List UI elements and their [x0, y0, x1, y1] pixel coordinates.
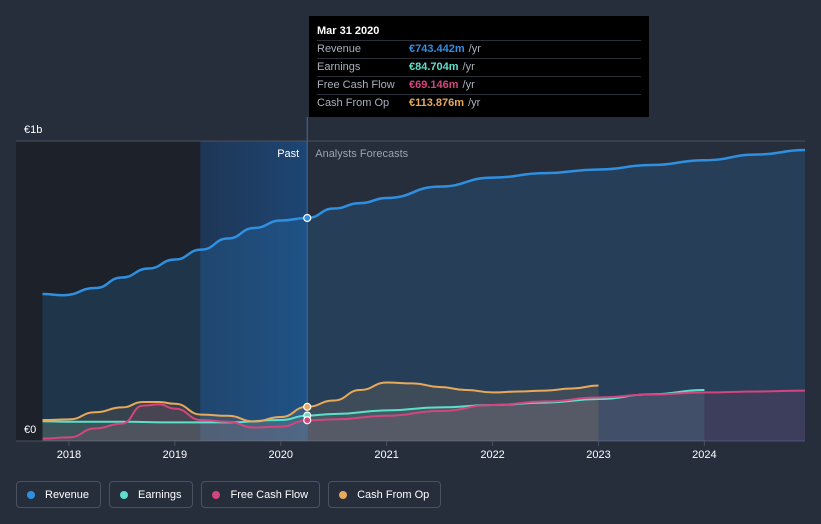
- legend-label: Free Cash Flow: [230, 488, 309, 501]
- line-earnings: [42, 389, 705, 424]
- legend-dot-icon: [212, 490, 221, 499]
- tooltip-row-free-cash-flow: Free Cash Flow €69.146m /yr: [317, 76, 641, 94]
- legend: Revenue Earnings Free Cash Flow Cash Fro…: [16, 481, 442, 508]
- legend-item-cash-from-op[interactable]: Cash From Op: [328, 481, 442, 508]
- tooltip-value: €69.146m: [409, 79, 459, 91]
- legend-item-earnings[interactable]: Earnings: [109, 481, 194, 508]
- x-tick-label: 2020: [269, 449, 293, 461]
- tooltip-row-cash-from-op: Cash From Op €113.876m /yr: [317, 94, 641, 112]
- x-tick-label: 2019: [163, 449, 187, 461]
- legend-item-free-cash-flow[interactable]: Free Cash Flow: [201, 481, 321, 508]
- area-revenue: [42, 150, 805, 441]
- tooltip-row-earnings: Earnings €84.704m /yr: [317, 58, 641, 76]
- area-free-cash-flow: [42, 390, 805, 441]
- x-tick-label: 2018: [57, 449, 81, 461]
- line-free-cash-flow: [42, 389, 806, 440]
- tooltip-label: Revenue: [317, 43, 362, 55]
- legend-dot-icon: [27, 490, 35, 499]
- tooltip-unit: /yr: [462, 61, 475, 73]
- tooltip-markers: [303, 213, 312, 425]
- y-tick-label-top: €1b: [24, 124, 42, 136]
- legend-dot-icon: [339, 490, 348, 499]
- marker-free-cash-flow: [303, 416, 312, 425]
- x-tick-label: 2023: [586, 449, 610, 461]
- marker-revenue: [303, 213, 312, 223]
- tooltip-value: €743.442m: [409, 43, 465, 55]
- legend-dot-icon: [120, 490, 129, 499]
- legend-item-revenue[interactable]: Revenue: [16, 481, 102, 508]
- line-revenue: [42, 148, 806, 297]
- tooltip-unit: /yr: [468, 43, 481, 55]
- tooltip-unit: /yr: [468, 97, 481, 109]
- forecast-label: Analysts Forecasts: [315, 148, 408, 160]
- tooltip-unit: /yr: [462, 79, 475, 91]
- tooltip: Mar 31 2020 Revenue €743.442m /yr Earnin…: [309, 16, 649, 117]
- legend-label: Earnings: [138, 488, 182, 501]
- x-tick-label: 2022: [480, 449, 504, 461]
- tooltip-value: €113.876m: [409, 97, 465, 109]
- tooltip-label: Earnings: [317, 61, 361, 73]
- tooltip-date: Mar 31 2020: [317, 25, 380, 37]
- tooltip-row-revenue: Revenue €743.442m /yr: [317, 40, 641, 58]
- legend-label: Revenue: [45, 488, 90, 501]
- tooltip-label: Cash From Op: [317, 97, 390, 109]
- x-tick-label: 2021: [374, 449, 398, 461]
- past-highlight-band: [200, 141, 308, 441]
- tooltip-value: €84.704m: [409, 61, 459, 73]
- area-cash-from-op: [42, 382, 599, 441]
- past-label: Past: [277, 148, 299, 160]
- x-tick-label: 2024: [692, 449, 716, 461]
- legend-label: Cash From Op: [357, 488, 430, 501]
- marker-cash-from-op: [303, 402, 312, 411]
- x-axis-ticks: 2018 2019 2020 2021 2022 2023 2024: [57, 441, 717, 461]
- tooltip-label: Free Cash Flow: [317, 79, 395, 91]
- y-tick-label-zero: €0: [24, 424, 36, 436]
